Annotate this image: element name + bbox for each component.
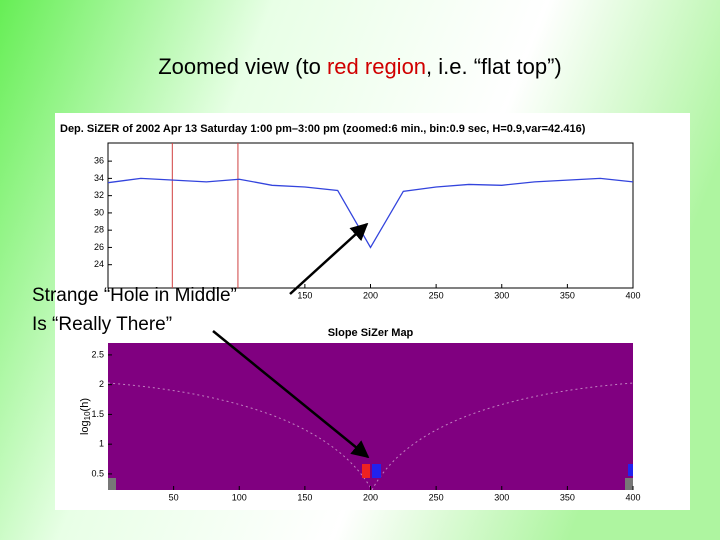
x-tick-label: 50 [169, 492, 179, 502]
x-tick-label: 250 [429, 492, 444, 502]
sizer-map [108, 343, 633, 490]
slide-title: Zoomed view (to red region, i.e. “flat t… [158, 54, 562, 79]
arrow [289, 222, 369, 295]
plot-area [107, 142, 634, 289]
chart-title: Slope SiZer Map [328, 327, 414, 339]
sig-increase [372, 464, 381, 478]
y-tick-label: 26 [94, 242, 104, 252]
gap [625, 478, 633, 490]
y-tick-label: 1.5 [91, 409, 104, 419]
y-tick-label: 2.5 [91, 349, 104, 359]
x-tick-label: 150 [297, 290, 312, 300]
top-plot: Dep. SiZER of 2002 Apr 13 Saturday 1:00 … [60, 123, 641, 300]
chart-title: Dep. SiZER of 2002 Apr 13 Saturday 1:00 … [60, 123, 586, 135]
y-tick-label: 0.5 [91, 468, 104, 478]
arrow [212, 330, 370, 459]
y-tick-label: 30 [94, 207, 104, 217]
x-tick-label: 300 [494, 290, 509, 300]
x-tick-label: 100 [232, 492, 247, 502]
x-tick-label: 350 [560, 290, 575, 300]
annotation: Strange “Hole in Middle” [32, 285, 237, 306]
x-tick-label: 400 [625, 492, 640, 502]
y-axis-label: log10(h) [79, 398, 92, 435]
y-tick-label: 34 [94, 173, 104, 183]
bandwidth-curve [107, 382, 634, 491]
sig-decrease [362, 464, 370, 478]
y-tick-label: 36 [94, 156, 104, 166]
y-tick-label: 1 [99, 439, 104, 449]
x-tick-label: 250 [429, 290, 444, 300]
y-tick-label: 24 [94, 259, 104, 269]
y-tick-label: 32 [94, 190, 104, 200]
x-tick-label: 200 [363, 290, 378, 300]
bottom-plot: log10(h) Slope SiZer Map 0.5 1 1.5 2 2.5 50 100 1… [79, 327, 641, 502]
sig-increase [628, 464, 633, 476]
x-tick-label: 150 [297, 492, 312, 502]
y-tick-label: 2 [99, 379, 104, 389]
gap [108, 478, 116, 490]
x-tick-label: 300 [494, 492, 509, 502]
y-axis-label-part: 10 [83, 411, 92, 420]
x-tick-label: 200 [363, 492, 378, 502]
x-tick-label: 350 [560, 492, 575, 502]
y-tick-label: 28 [94, 225, 104, 235]
y-axis-label-part: (h) [79, 398, 91, 411]
annotation: Is “Really There” [32, 314, 172, 335]
series-line [107, 177, 634, 249]
y-axis-label-part: log [79, 420, 91, 435]
x-tick-label: 400 [625, 290, 640, 300]
